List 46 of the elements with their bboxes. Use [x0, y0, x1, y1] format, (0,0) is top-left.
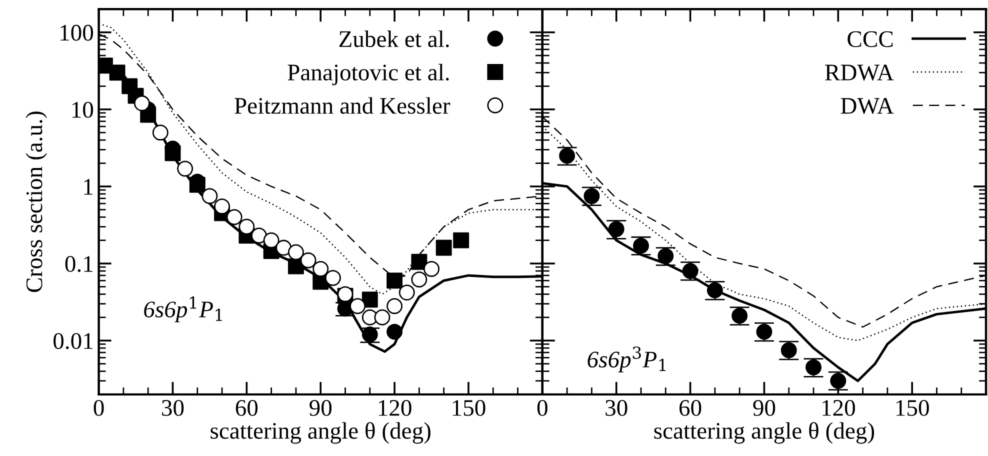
y-tick-label: 10	[72, 102, 94, 118]
point	[374, 309, 390, 326]
legend-label: Zubek et al.	[339, 30, 449, 48]
point	[140, 106, 156, 123]
point	[134, 95, 150, 112]
x-tick-label: 120	[822, 400, 855, 416]
y-axis-title: Cross section (a.u.)	[26, 112, 48, 292]
x-tick-label: 0	[537, 400, 548, 416]
x-tick-label: 150	[896, 400, 929, 416]
point	[386, 272, 403, 289]
point	[164, 145, 181, 162]
x-tick-label: 30	[162, 400, 184, 416]
point	[411, 254, 428, 270]
point	[436, 240, 452, 256]
legend-label: Peitzmann and Kessler	[234, 97, 450, 114]
x-tick-label: 30	[606, 400, 628, 416]
y-tick-label: 100	[60, 24, 94, 41]
point	[263, 232, 280, 248]
point	[202, 188, 218, 204]
point	[238, 218, 255, 235]
point	[362, 292, 378, 308]
legend-label: Panajotovic et al.	[288, 64, 449, 86]
point	[109, 64, 126, 81]
point	[152, 124, 168, 141]
x-tick-label: 90	[753, 400, 776, 416]
x-axis-title: scattering angle θ (deg)	[210, 422, 430, 444]
point	[453, 232, 470, 248]
x-tick-label: 60	[236, 400, 258, 416]
x-tick-label: 120	[378, 400, 412, 416]
point	[386, 324, 403, 340]
x-tick-label: 150	[452, 400, 486, 416]
point	[177, 160, 194, 177]
annotation: 6s6p$^{1}$P$_{1}$	[144, 296, 222, 322]
y-tick-label: 1	[84, 179, 93, 195]
annotation: 6s6p$^{3}$P$_{1}$	[588, 346, 666, 372]
legend-label: RDWA	[825, 64, 894, 81]
point	[214, 198, 230, 214]
legend-label: DWA	[840, 98, 894, 114]
x-axis-title: scattering angle θ (deg)	[654, 422, 874, 444]
point	[189, 176, 206, 193]
legend-label: CCC	[848, 31, 893, 48]
y-tick-label: 0.1	[65, 256, 93, 272]
x-tick-label: 90	[310, 400, 332, 416]
y-tick-label: 0.01	[54, 333, 93, 350]
x-tick-label: 60	[679, 400, 702, 416]
x-tick-label: 0	[94, 400, 104, 416]
